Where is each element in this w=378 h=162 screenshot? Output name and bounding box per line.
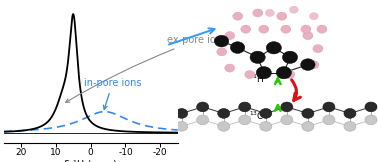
Circle shape [317,25,327,33]
Circle shape [344,109,356,118]
Text: ex-pore ions: ex-pore ions [66,35,227,102]
Circle shape [302,122,314,131]
Circle shape [225,32,235,40]
Circle shape [241,25,251,33]
Circle shape [218,122,230,131]
Circle shape [218,109,230,118]
Circle shape [233,12,243,20]
Circle shape [265,9,274,17]
Circle shape [310,13,318,20]
Circle shape [225,64,235,72]
Circle shape [344,122,356,131]
Circle shape [230,42,245,53]
X-axis label: δ ¹H (ppm): δ ¹H (ppm) [64,160,117,162]
Circle shape [176,122,188,131]
Circle shape [239,102,251,112]
Circle shape [365,115,377,125]
Circle shape [217,48,227,56]
Circle shape [285,70,295,79]
Circle shape [282,51,297,64]
Circle shape [301,59,315,70]
Circle shape [214,35,229,47]
FancyArrowPatch shape [291,80,301,100]
Circle shape [259,25,269,33]
Circle shape [197,115,209,125]
Circle shape [245,70,255,79]
Circle shape [260,109,272,118]
Circle shape [281,25,291,33]
Circle shape [290,6,298,13]
Circle shape [176,109,188,118]
Text: $^1$H: $^1$H [252,72,264,85]
Circle shape [250,51,265,64]
Circle shape [302,109,314,118]
Circle shape [323,102,335,112]
Circle shape [281,102,293,112]
Circle shape [260,122,272,131]
Circle shape [303,32,313,40]
Circle shape [309,61,319,69]
Circle shape [281,115,293,125]
Text: in-pore ions: in-pore ions [84,78,141,109]
Circle shape [277,12,287,20]
Circle shape [301,25,311,33]
Circle shape [266,42,282,54]
Circle shape [197,102,209,112]
Circle shape [239,115,251,125]
Circle shape [253,9,263,17]
Circle shape [323,115,335,125]
Circle shape [313,45,323,53]
Text: $^{13}$C: $^{13}$C [249,110,264,122]
Circle shape [365,102,377,112]
Circle shape [276,67,291,79]
Circle shape [256,67,271,79]
